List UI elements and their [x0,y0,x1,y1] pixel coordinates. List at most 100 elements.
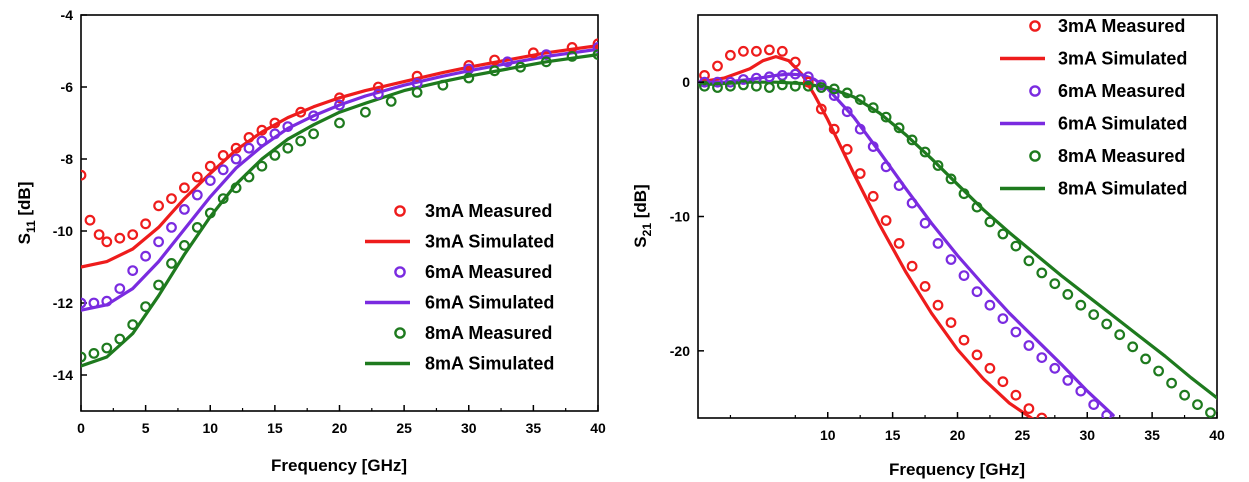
3ma-measured-marker [178,182,190,194]
s21-axis-ticks: 10 15 20 25 30 35 40 -20 -10 0 [670,74,1225,443]
8ma-measured-marker [1049,278,1061,290]
6ma-measured-marker [945,254,957,265]
y-tick-label: -12 [53,295,73,311]
3ma-measured-marker [997,376,1009,388]
3ma-measured-marker [295,106,307,118]
3ma-measured-marker [334,92,345,104]
8ma-measured-marker [958,188,970,200]
6ma-measured-marker [712,76,723,88]
3ma-measured-marker [463,60,475,71]
8ma-measured-marker [984,216,996,228]
3ma-measured-marker [256,124,268,136]
3ma-measured-marker [984,362,996,374]
3ma-measured-marker [854,168,866,179]
8ma-measured-marker [489,65,501,77]
3ma-measured-marker [153,200,165,212]
3ma-measured-marker [269,117,281,129]
8ma-measured-marker [114,333,126,345]
6ma-measured-marker [1010,326,1022,338]
x-tick-label: 25 [1015,427,1031,443]
8ma-measured-marker [1205,407,1216,418]
3ma-measured-marker [243,131,255,143]
6ma-measured-marker [334,99,345,111]
6ma-measured-marker [932,237,944,249]
8ma-measured-marker [802,80,814,92]
3ma-measured-marker [140,218,152,230]
8ma-measured-marker [699,80,710,92]
legend-3ma-simulated-label: 3mA Simulated [425,232,554,252]
3ma-measured-marker [958,334,970,346]
3ma-measured-marker [880,215,892,226]
8ma-measured-marker [295,135,307,147]
legend-6ma-measured-label: 6mA Measured [425,262,552,282]
8ma-measured-marker [592,49,598,60]
8ma-measured-marker [515,61,526,73]
y-tick-label: -4 [61,7,74,23]
3ma-measured-marker [191,171,203,183]
3ma-measured-marker [1010,389,1022,401]
8ma-measured-marker [751,80,762,92]
8ma-measured-marker [204,207,216,219]
6ma-measured-marker [592,42,598,53]
8ma-measured-marker [308,128,320,140]
3ma-measured-marker [764,44,775,56]
6ma-measured-marker [540,49,552,60]
3ma-measured-marker [411,70,423,82]
y-tick-label: 0 [682,74,690,90]
8ma-measured-marker [880,111,892,123]
3ma-measured-marker [867,190,879,202]
8ma-measured-marker [919,146,931,158]
6ma-measured-marker [101,295,113,307]
8ma-measured-marker [906,134,918,146]
6ma-measured-marker [256,135,268,147]
8ma-measured-marker [1114,329,1126,341]
6ma-measured-marker [1075,385,1087,397]
6ma-measured-marker [919,217,931,229]
8ma-measured-marker [463,72,475,84]
legend-3ma-simulated-label: 3mA Simulated [1058,49,1187,69]
3ma-measured-marker [789,56,801,68]
legend-8ma-measured-label: 8mA Measured [1058,146,1185,166]
6ma-measured-marker [81,297,87,309]
8ma-simulated-line [698,80,1217,400]
legend-3ma-measured-label: 3mA Measured [1058,16,1185,36]
6ma-measured-marker [893,180,905,192]
3ma-measured-marker [1036,412,1048,418]
8ma-measured-marker [997,228,1009,240]
3ma-measured-marker [906,260,918,272]
8ma-measured-marker [971,201,983,213]
x-tick-label: 40 [1209,427,1225,443]
3ma-measured-marker [815,103,827,115]
x-tick-label: 25 [396,420,412,436]
legend-8ma-simulated-label: 8mA Simulated [1058,179,1187,199]
6ma-measured-marker [204,175,216,187]
x-tick-label: 0 [77,420,85,436]
8ma-measured-marker [153,279,165,291]
6ma-measured-marker [114,283,126,295]
6ma-measured-marker [1023,340,1035,351]
8ma-measured-marker [540,56,552,68]
6ma-measured-marker [230,153,242,165]
8ma-measured-marker [776,79,788,91]
8ma-measured-marker [127,319,139,331]
8ma-measured-marker [841,87,853,99]
3ma-measured-marker [166,193,177,205]
8ma-measured-marker [815,82,827,93]
legend-3ma-measured-symbol [394,205,406,217]
8ma-measured-marker [1101,318,1113,330]
3ma-measured-marker [841,143,853,155]
6ma-measured-marker [502,56,513,68]
3ma-measured-marker [372,81,384,93]
8ma-measured-marker [854,94,866,105]
8ma-measured-marker [738,79,749,91]
8ma-measured-marker [932,160,944,171]
legend-6ma-measured-symbol [1029,85,1041,97]
6ma-measured-marker [153,236,165,248]
8ma-measured-marker [411,86,423,98]
6ma-measured-marker [738,74,749,85]
6ma-measured-marker [906,197,918,209]
8ma-measured-marker [243,171,255,183]
8ma-measured-marker [81,351,87,363]
8ma-measured-marker [1075,299,1087,311]
